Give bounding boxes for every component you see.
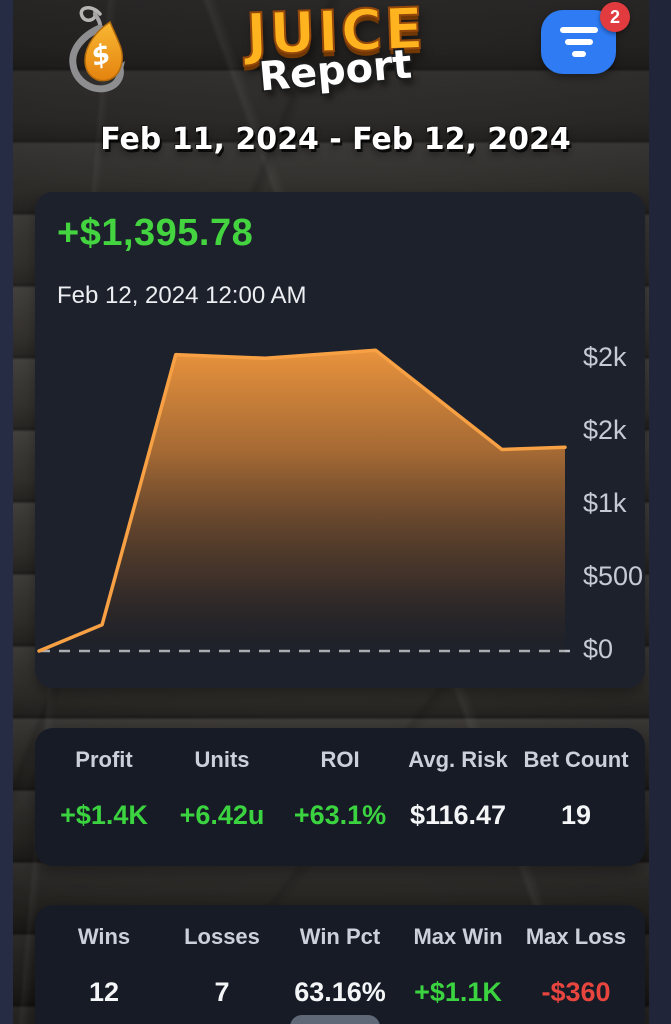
stats-secondary-values: 12 7 63.16% +$1.1K -$360 <box>35 977 645 1008</box>
header-losses: Losses <box>184 924 260 949</box>
filter-lines-icon <box>541 27 616 57</box>
total-profit-value: +$1,395.78 <box>57 212 254 254</box>
notifications-button[interactable]: 2 <box>541 2 630 74</box>
notification-badge: 2 <box>600 2 630 32</box>
profit-chart: $2k $2k $1k $500 $0 <box>37 342 643 666</box>
y-axis-tick: $0 <box>583 634 613 664</box>
stats-card-primary: Profit Units ROI Avg. Risk Bet Count +$1… <box>35 728 645 866</box>
header-profit: Profit <box>75 747 133 772</box>
screen-edge-left <box>0 0 13 1024</box>
value-profit: +$1.4K <box>60 800 148 830</box>
value-max-win: +$1.1K <box>414 977 502 1007</box>
value-avg-risk: $116.47 <box>409 800 507 830</box>
y-axis-tick: $2k <box>583 415 627 445</box>
header-roi: ROI <box>320 747 360 772</box>
app-subtitle: Report <box>257 41 414 101</box>
stats-primary-values: +$1.4K +6.42u +63.1% $116.47 19 <box>35 800 645 831</box>
header-avg-risk: Avg. Risk <box>408 747 508 772</box>
stats-card-secondary: Wins Losses Win Pct Max Win Max Loss 12 … <box>35 905 645 1024</box>
stats-secondary-headers: Wins Losses Win Pct Max Win Max Loss <box>35 924 645 950</box>
hook-dollar-logo-icon: $ <box>69 6 125 93</box>
header-units: Units <box>194 747 250 772</box>
y-axis-tick: $2k <box>583 342 627 372</box>
date-range-label: Feb 11, 2024 - Feb 12, 2024 <box>100 122 571 157</box>
value-win-pct: 63.16% <box>294 977 386 1007</box>
chart-timestamp: Feb 12, 2024 12:00 AM <box>57 282 307 309</box>
header-max-loss: Max Loss <box>525 924 627 949</box>
value-roi: +63.1% <box>293 800 387 830</box>
value-max-loss: -$360 <box>541 977 611 1007</box>
value-bet-count: 19 <box>560 800 592 830</box>
header-wins: Wins <box>77 924 131 949</box>
bottom-sheet-handle[interactable] <box>290 1015 380 1024</box>
header-bet-count: Bet Count <box>523 747 629 772</box>
header-max-win: Max Win <box>413 924 503 949</box>
value-losses: 7 <box>214 977 230 1007</box>
value-units: +6.42u <box>179 800 265 830</box>
header-win-pct: Win Pct <box>299 924 381 949</box>
profit-chart-card: +$1,395.78 Feb 12, 2024 12:00 AM $2k $2k $… <box>35 192 645 688</box>
screen-edge-right <box>649 0 671 1024</box>
y-axis-tick: $1k <box>583 488 627 518</box>
value-wins: 12 <box>88 977 120 1007</box>
y-axis-tick: $500 <box>583 561 643 591</box>
stats-primary-headers: Profit Units ROI Avg. Risk Bet Count <box>35 747 645 773</box>
